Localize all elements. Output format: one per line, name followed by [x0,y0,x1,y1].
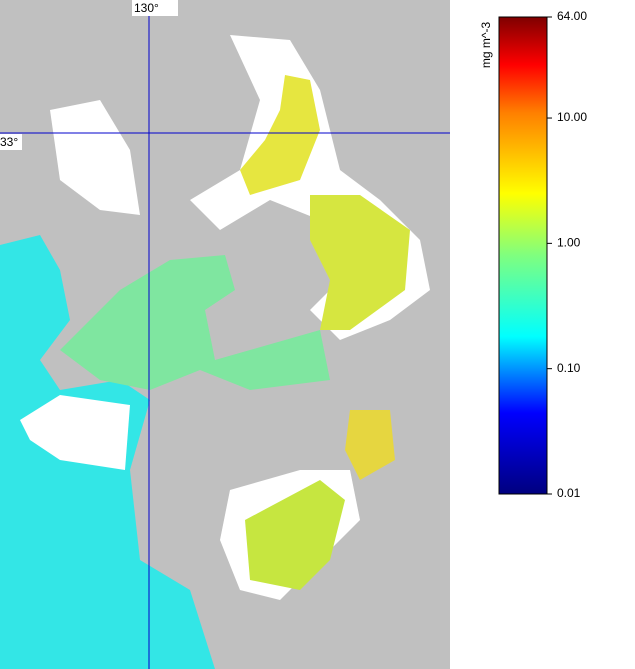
east-yellow [345,410,395,480]
map: 130° 33° [0,0,450,669]
latitude-label: 33° [0,135,18,149]
label-box [132,0,178,16]
tick-label: 10.00 [557,110,587,124]
tick-label: 1.00 [557,236,581,250]
west-bay [50,100,140,215]
strait [60,255,330,390]
longitude-label: 130° [134,1,159,15]
colorbar: mg m^-3 [479,16,548,495]
nodata-patch [20,395,130,470]
colorbar-unit: mg m^-3 [479,22,493,69]
bay-yellow-2 [310,195,410,330]
bay-yellow-1 [240,75,320,195]
label-box [0,134,22,150]
colorbar-scale [498,16,548,495]
tick-label: 64.00 [557,9,587,23]
south-yellow [245,480,345,590]
tick-label: 0.01 [557,486,581,500]
tick-label: 0.10 [557,361,581,375]
